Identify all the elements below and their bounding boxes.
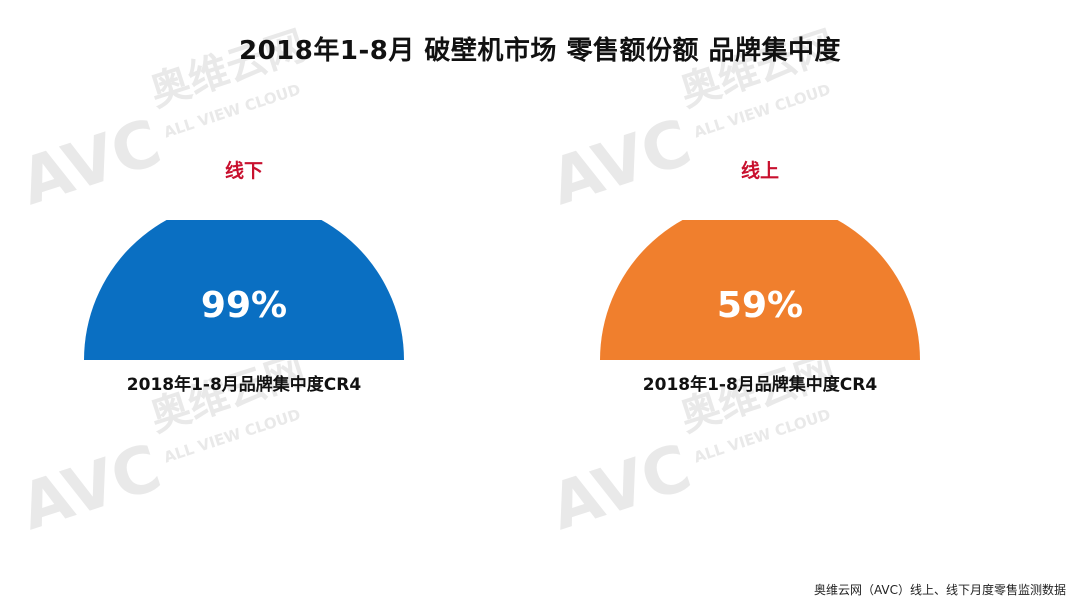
gauge-arc-online (600, 220, 920, 360)
data-label-offline: 99% (201, 285, 287, 326)
source-note: 奥维云网（AVC）线上、线下月度零售监测数据 (813, 583, 1066, 597)
gauge-arc-offline (84, 220, 404, 360)
chart-caption-offline: 2018年1-8月品牌集中度CR4 (126, 375, 362, 395)
gauge-online: 59% (600, 220, 920, 360)
watermark-tagline-text: ALL VIEW CLOUD (162, 405, 303, 466)
chart-title-online: 线上 (740, 160, 779, 182)
chart-caption-online: 2018年1-8月品牌集中度CR4 (642, 375, 878, 395)
chart-title-offline: 线下 (224, 160, 263, 182)
watermark-logo-text: AVC (542, 431, 700, 545)
gauge-offline: 99% (84, 220, 404, 360)
watermark-logo-text: AVC (12, 431, 170, 545)
page-title: 2018年1-8月 破壁机市场 零售额份额 品牌集中度 (239, 36, 841, 66)
watermark-tagline-text: ALL VIEW CLOUD (162, 80, 303, 141)
chart-panel-offline: 线下 99% 2018年1-8月品牌集中度CR4 (79, 150, 409, 410)
chart-panel-online: 线上 59% 2018年1-8月品牌集中度CR4 (595, 150, 925, 410)
data-label-online: 59% (717, 285, 803, 326)
watermark-tagline-text: ALL VIEW CLOUD (692, 80, 833, 141)
watermark-tagline-text: ALL VIEW CLOUD (692, 405, 833, 466)
